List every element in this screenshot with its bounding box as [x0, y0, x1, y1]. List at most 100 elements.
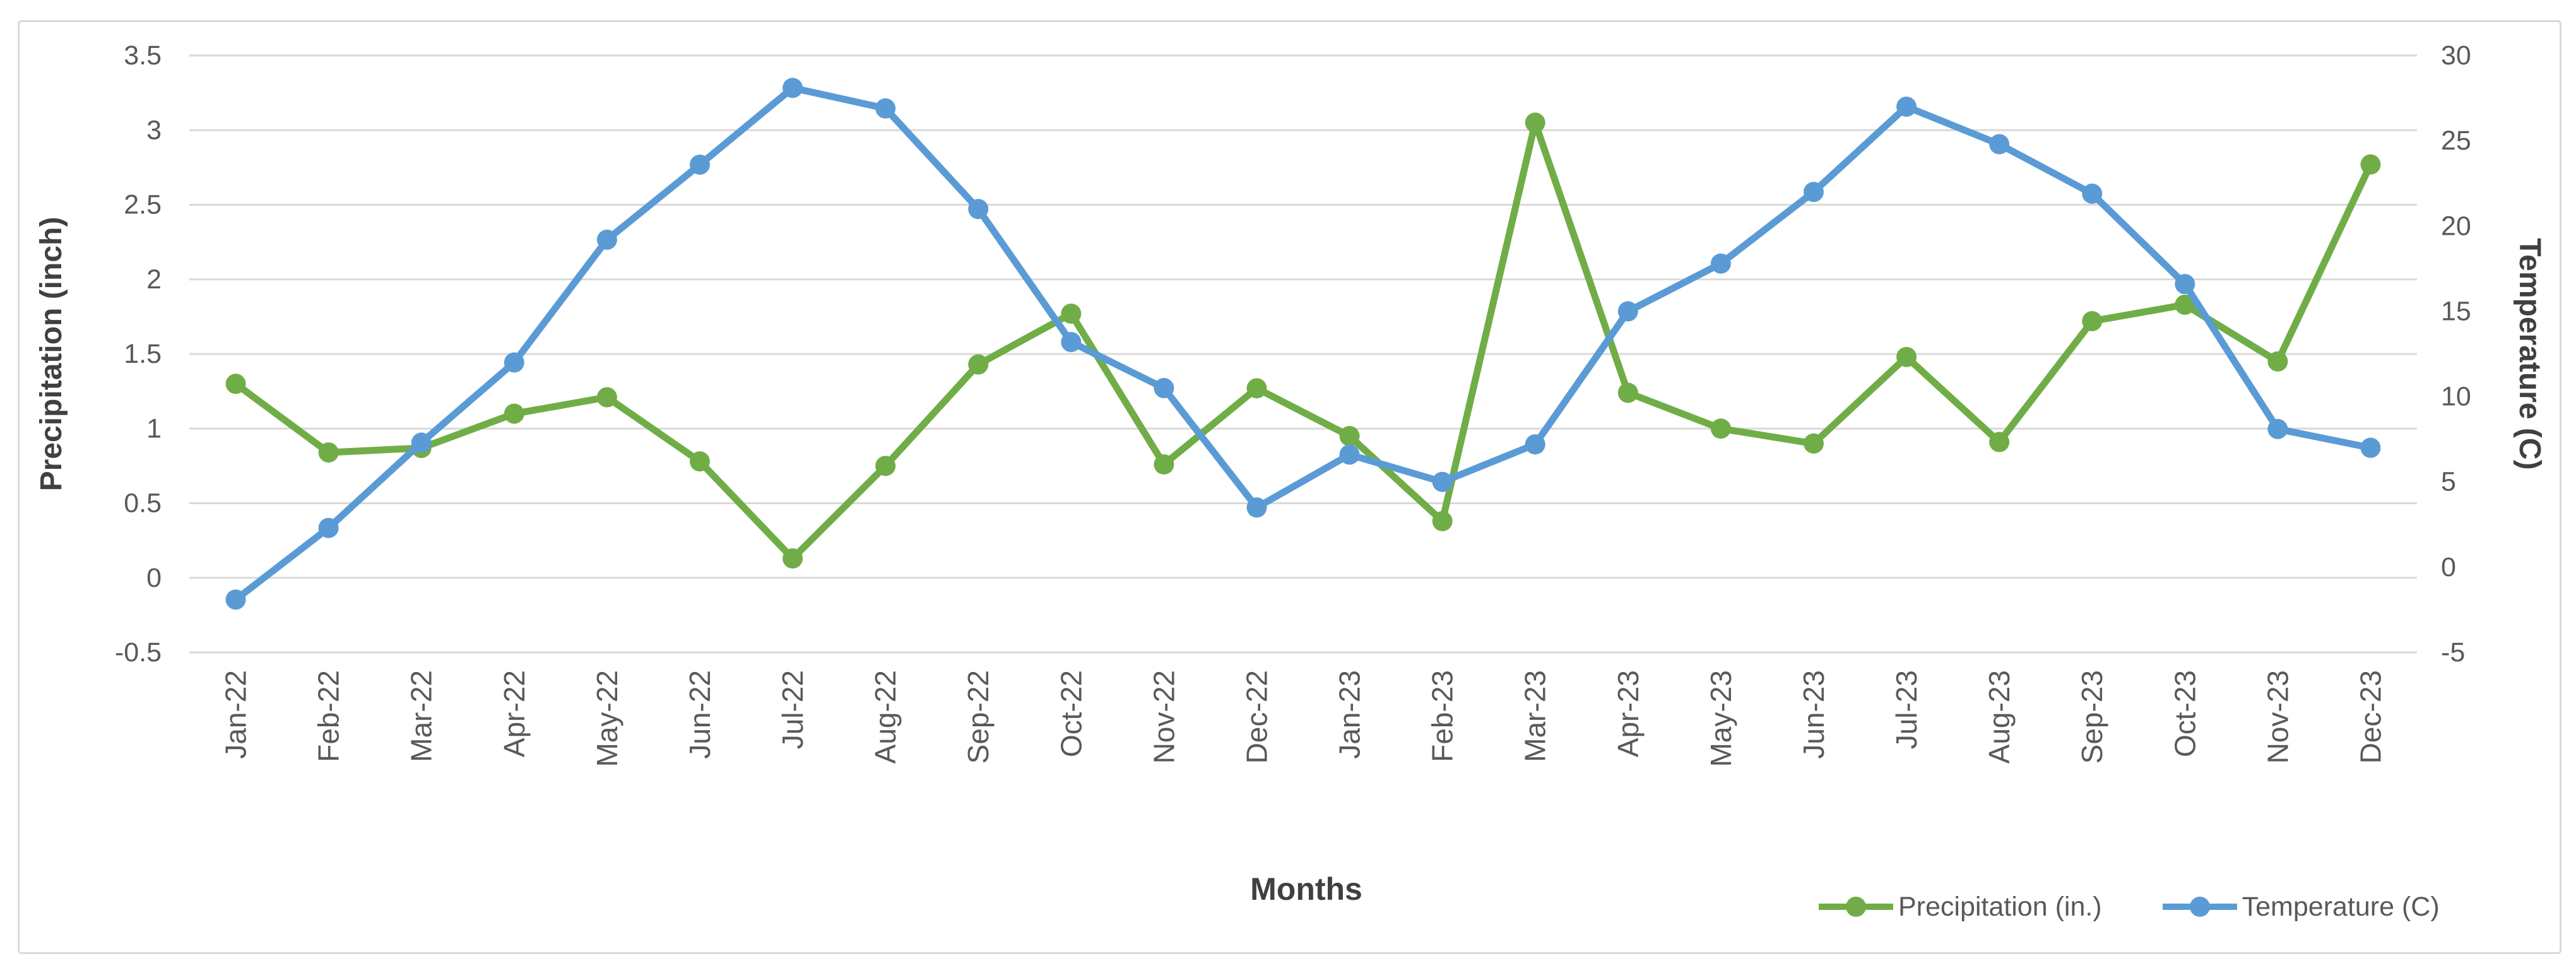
y-axis-tick-label: 1.5 — [124, 339, 162, 369]
x-axis-tick-label: Oct-22 — [1055, 670, 1087, 757]
precipitation-point-marker — [2175, 294, 2195, 315]
x-axis-tick-label: Nov-23 — [2261, 670, 2294, 764]
x-axis-tick-label: Feb-23 — [1426, 670, 1459, 762]
x-axis-tick-label: May-22 — [591, 670, 623, 767]
precipitation-point-marker — [2082, 310, 2103, 331]
temperature-point-marker — [875, 98, 896, 119]
y2-axis-tick-label: 30 — [2441, 40, 2471, 71]
y-axis-tick-label: 0 — [146, 563, 162, 593]
x-axis-title: Months — [1250, 871, 1362, 907]
temperature-point-marker — [596, 229, 617, 250]
precipitation-point-marker — [1803, 433, 1824, 454]
legend-label-precipitation: Precipitation (in.) — [1898, 891, 2102, 922]
precipitation-point-marker — [689, 451, 710, 472]
precipitation-legend-marker-icon — [1819, 897, 1893, 917]
y2-axis-tick-label: -5 — [2441, 637, 2465, 668]
precipitation-point-marker — [1617, 382, 1638, 403]
y-axis-tick-label: 3 — [146, 115, 162, 145]
x-axis-tick-label: Jul-23 — [1890, 670, 1923, 749]
precipitation-point-marker — [596, 387, 617, 408]
temperature-point-marker — [2175, 274, 2195, 295]
precipitation-point-marker — [1061, 304, 1082, 324]
temperature-point-marker — [1246, 497, 1267, 518]
temperature-point-marker — [2360, 437, 2381, 458]
temperature-point-marker — [1525, 434, 1545, 455]
precipitation-point-marker — [1154, 454, 1174, 475]
x-axis-tick-label: Aug-23 — [1983, 670, 2016, 764]
temperature-point-marker — [318, 517, 339, 538]
x-axis-tick-label: Jan-22 — [220, 670, 252, 759]
temperature-point-marker — [2267, 418, 2288, 439]
temperature-point-marker — [1432, 471, 1453, 492]
temperature-point-marker — [1989, 134, 2010, 155]
precipitation-point-marker — [968, 354, 989, 375]
legend: Precipitation (in.) Temperature (C) — [1817, 887, 2449, 927]
temperature-point-marker — [411, 432, 432, 453]
y2-axis-tick-label: 5 — [2441, 467, 2456, 497]
precipitation-line — [232, 119, 2374, 562]
temperature-point-marker — [783, 78, 803, 98]
x-axis-tick-label: Dec-22 — [1240, 670, 1273, 764]
legend-entry-temperature: Temperature (C) — [2161, 892, 2440, 923]
y-axis-tick-label: 2.5 — [124, 190, 162, 220]
x-axis-tick-label: Apr-23 — [1612, 670, 1645, 757]
precipitation-point-marker — [783, 548, 803, 569]
temperature-point-marker — [1154, 378, 1174, 399]
precipitation-point-marker — [1432, 510, 1453, 531]
precipitation-point-marker — [2267, 351, 2288, 372]
temperature-point-marker — [504, 352, 524, 373]
precipitation-point-marker — [1339, 426, 1360, 447]
x-axis-tick-label: Apr-22 — [498, 670, 531, 757]
right-axis-title: Temperature (C) — [2513, 238, 2546, 470]
y2-axis-tick-label: 0 — [2441, 552, 2456, 582]
legend-entry-precipitation: Precipitation (in.) — [1817, 892, 2102, 923]
precipitation-point-marker — [318, 442, 339, 463]
temperature-point-marker — [968, 199, 989, 220]
y2-axis-tick-label: 15 — [2441, 296, 2471, 326]
temperature-point-marker — [2082, 183, 2103, 204]
y2-axis-tick-label: 25 — [2441, 126, 2471, 156]
x-axis-tick-label: Aug-22 — [869, 670, 902, 764]
x-axis-tick-label: Sep-23 — [2076, 670, 2108, 764]
precipitation-point-marker — [1710, 418, 1731, 439]
temperature-line — [232, 84, 2374, 603]
y-axis-tick-label: -0.5 — [115, 637, 162, 668]
temperature-point-marker — [689, 154, 710, 175]
temperature-point-marker — [1617, 301, 1638, 322]
precipitation-point-marker — [875, 456, 896, 476]
temperature-legend-marker-icon — [2162, 897, 2237, 917]
precipitation-point-marker — [225, 374, 246, 394]
temperature-point-marker — [1803, 182, 1824, 203]
precipitation-point-marker — [504, 403, 524, 424]
y2-axis-tick-label: 20 — [2441, 211, 2471, 241]
x-axis-tick-label: Mar-23 — [1519, 670, 1552, 762]
x-axis-tick-label: Dec-23 — [2354, 670, 2387, 764]
y-axis-tick-label: 3.5 — [124, 40, 162, 71]
precipitation-point-marker — [2360, 154, 2381, 175]
temperature-point-marker — [1896, 97, 1917, 117]
x-axis-tick-label: Jun-23 — [1797, 670, 1830, 759]
y-axis-tick-label: 1 — [146, 413, 162, 444]
x-axis-tick-label: Nov-22 — [1147, 670, 1180, 764]
temperature-point-marker — [1710, 253, 1731, 274]
precipitation-point-marker — [1989, 432, 2010, 452]
x-axis-tick-label: Oct-23 — [2168, 670, 2201, 757]
precipitation-point-marker — [1525, 112, 1545, 133]
temperature-point-marker — [225, 589, 246, 610]
y2-axis-tick-label: 10 — [2441, 382, 2471, 412]
precipitation-point-marker — [1246, 378, 1267, 399]
precipitation-point-marker — [1896, 346, 1917, 367]
y-axis-tick-label: 2 — [146, 264, 162, 295]
x-axis-tick-label: Mar-22 — [405, 670, 438, 762]
left-axis-title: Precipitation (inch) — [35, 216, 68, 492]
x-axis-tick-label: Jul-22 — [776, 670, 809, 749]
legend-label-temperature: Temperature (C) — [2242, 891, 2440, 922]
temperature-point-marker — [1339, 444, 1360, 465]
y-axis-tick-label: 0.5 — [124, 488, 162, 519]
x-axis-tick-label: Sep-22 — [962, 670, 995, 764]
temperature-point-marker — [1061, 332, 1082, 353]
x-axis-tick-label: Feb-22 — [312, 670, 345, 762]
x-axis-tick-label: Jan-23 — [1333, 670, 1366, 759]
x-axis-tick-label: May-23 — [1705, 670, 1737, 767]
